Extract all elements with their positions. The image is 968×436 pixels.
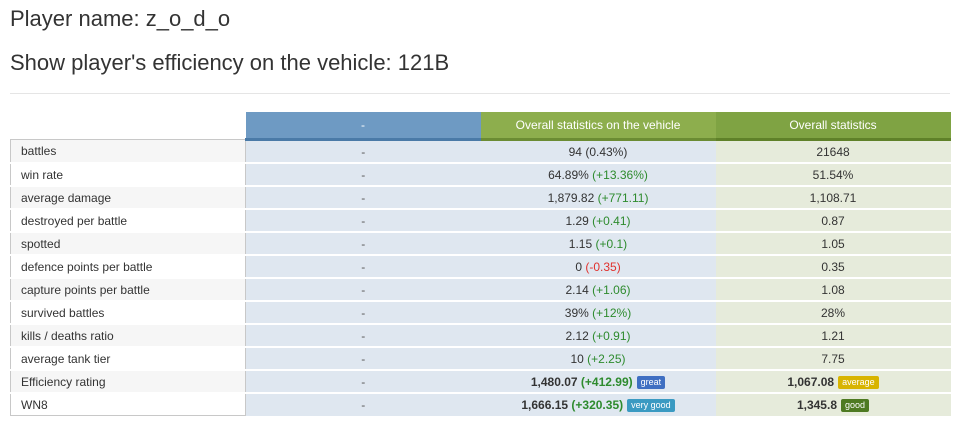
row-dash: - [245, 185, 481, 209]
vehicle-value: 2.12 [565, 328, 589, 343]
rating-badge: great [636, 375, 666, 389]
vehicle-diff: (+771.11) [597, 190, 649, 205]
overall-value: 1,067.08 [787, 374, 835, 389]
vehicle-diff: (+0.41) [592, 213, 631, 228]
row-overall-value: 1,067.08 average [715, 369, 951, 393]
row-vehicle-value: 2.12 (+0.91) [480, 323, 716, 347]
row-label: battles [10, 139, 246, 164]
row-dash: - [245, 369, 481, 393]
row-label: destroyed per battle [10, 208, 246, 233]
table-row: spotted - 1.15 (+0.1) 1.05 [10, 231, 951, 256]
vehicle-value: 1,480.07 [530, 374, 578, 389]
vehicle-value: 10 [570, 351, 584, 366]
row-label: defence points per battle [10, 254, 246, 279]
efficiency-rating-row: Efficiency rating - 1,480.07 (+412.99) gr… [10, 369, 951, 394]
row-vehicle-value: 1.15 (+0.1) [480, 231, 716, 255]
row-vehicle-value: 94 (0.43%) [480, 139, 716, 163]
row-overall-value: 28% [715, 300, 951, 324]
table-row: capture points per battle - 2.14 (+1.06)… [10, 277, 951, 302]
vehicle-value: 39% [564, 305, 589, 320]
row-label: survived battles [10, 300, 246, 325]
row-vehicle-value: 10 (+2.25) [480, 346, 716, 370]
row-vehicle-value: 39% (+12%) [480, 300, 716, 324]
row-dash: - [245, 277, 481, 301]
row-dash: - [245, 254, 481, 278]
row-label: Efficiency rating [10, 369, 246, 394]
row-label: capture points per battle [10, 277, 246, 302]
row-label: average damage [10, 185, 246, 210]
overall-value: 1,345.8 [796, 397, 837, 412]
row-dash: - [245, 392, 481, 416]
vehicle-value: 1,666.15 [521, 397, 569, 412]
row-overall-value: 1,345.8 good [715, 392, 951, 416]
rating-badge: very good [627, 398, 675, 412]
table-row: kills / deaths ratio - 2.12 (+0.91) 1.21 [10, 323, 951, 348]
row-vehicle-value: 1,480.07 (+412.99) great [480, 369, 716, 393]
row-overall-value: 1.08 [715, 277, 951, 301]
header-divider [10, 93, 950, 94]
vehicle-diff: (+320.35) [571, 397, 624, 412]
table-row: battles - 94 (0.43%) 21648 [10, 139, 951, 164]
row-vehicle-value: 64.89% (+13.36%) [480, 162, 716, 186]
row-vehicle-value: 1,879.82 (+771.11) [480, 185, 716, 209]
row-label: kills / deaths ratio [10, 323, 246, 348]
row-overall-value: 1,108.71 [715, 185, 951, 209]
row-overall-value: 1.21 [715, 323, 951, 347]
rating-badge: good [841, 398, 870, 412]
row-overall-value: 0.35 [715, 254, 951, 278]
row-overall-value: 21648 [715, 139, 951, 163]
row-overall-value: 0.87 [715, 208, 951, 232]
stats-table: - Overall statistics on the vehicle Over… [10, 112, 951, 416]
vehicle-value: 0 [575, 259, 582, 274]
row-dash: - [245, 139, 481, 163]
row-label: WN8 [10, 392, 246, 416]
row-dash: - [245, 231, 481, 255]
vehicle-value: 64.89% [548, 167, 589, 182]
row-dash: - [245, 300, 481, 324]
vehicle-diff: (+1.06) [592, 282, 631, 297]
row-overall-value: 1.05 [715, 231, 951, 255]
header-empty-cell [10, 112, 246, 140]
vehicle-value: 94 [568, 144, 582, 159]
player-name: Player name: z_o_d_o [10, 6, 231, 31]
table-row: average tank tier - 10 (+2.25) 7.75 [10, 346, 951, 371]
table-row: average damage - 1,879.82 (+771.11) 1,10… [10, 185, 951, 210]
vehicle-value: 1.15 [568, 236, 593, 251]
vehicle-title: Show player's efficiency on the vehicle:… [10, 50, 450, 75]
row-dash: - [245, 208, 481, 232]
table-row: survived battles - 39% (+12%) 28% [10, 300, 951, 325]
row-dash: - [245, 346, 481, 370]
header-dash-column[interactable]: - [245, 112, 481, 141]
row-vehicle-value: 0 (-0.35) [480, 254, 716, 278]
vehicle-diff: (+412.99) [580, 374, 633, 389]
row-vehicle-value: 2.14 (+1.06) [480, 277, 716, 301]
rating-badge: average [838, 375, 879, 389]
vehicle-diff: (-0.35) [585, 259, 621, 274]
table-row: defence points per battle - 0 (-0.35) 0.… [10, 254, 951, 279]
vehicle-value: 1,879.82 [547, 190, 595, 205]
row-label: spotted [10, 231, 246, 256]
vehicle-value: 2.14 [565, 282, 589, 297]
row-vehicle-value: 1.29 (+0.41) [480, 208, 716, 232]
row-overall-value: 7.75 [715, 346, 951, 370]
header-vehicle-column[interactable]: Overall statistics on the vehicle [480, 112, 716, 141]
vehicle-diff: (+13.36%) [592, 167, 648, 182]
table-row: destroyed per battle - 1.29 (+0.41) 0.87 [10, 208, 951, 233]
wn8-rating-row: WN8 - 1,666.15 (+320.35) very good 1,345.… [10, 392, 951, 416]
vehicle-value: 1.29 [565, 213, 589, 228]
stats-header-row: - Overall statistics on the vehicle Over… [10, 112, 951, 141]
row-vehicle-value: 1,666.15 (+320.35) very good [480, 392, 716, 416]
row-dash: - [245, 323, 481, 347]
table-row: win rate - 64.89% (+13.36%) 51.54% [10, 162, 951, 187]
vehicle-diff: (0.43%) [585, 144, 628, 159]
row-label: win rate [10, 162, 246, 187]
row-overall-value: 51.54% [715, 162, 951, 186]
vehicle-diff: (+2.25) [587, 351, 626, 366]
row-dash: - [245, 162, 481, 186]
vehicle-diff: (+12%) [592, 305, 632, 320]
header-overall-column[interactable]: Overall statistics [715, 112, 951, 141]
vehicle-diff: (+0.91) [592, 328, 631, 343]
row-label: average tank tier [10, 346, 246, 371]
vehicle-diff: (+0.1) [595, 236, 628, 251]
